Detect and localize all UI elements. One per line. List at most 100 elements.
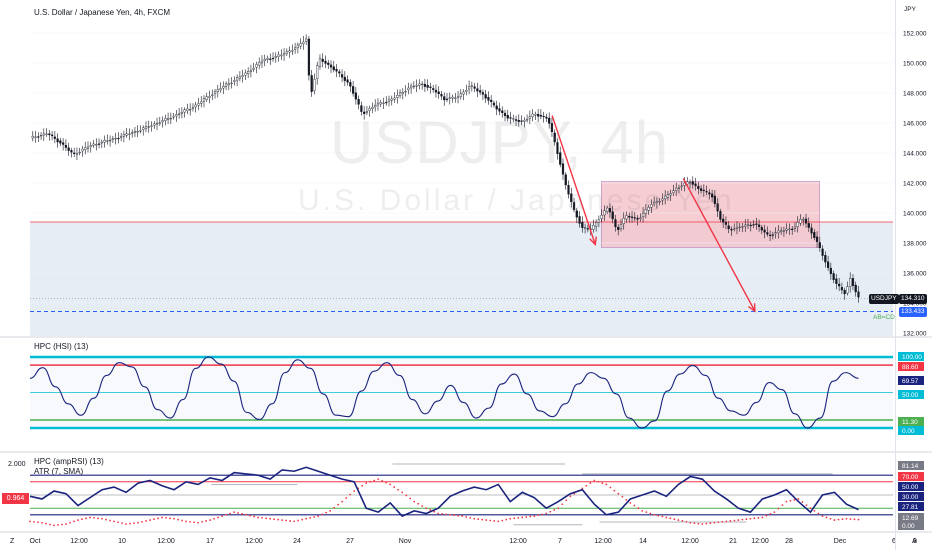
candle-body xyxy=(139,130,142,132)
candle-body xyxy=(92,143,95,146)
atr-dot xyxy=(381,480,384,482)
atr-dot xyxy=(517,516,520,519)
hsi-axis-badge xyxy=(898,426,924,435)
x-tick-label: 27 xyxy=(346,538,354,545)
atr-dot xyxy=(157,517,159,520)
atr-dot xyxy=(489,519,492,522)
atr-dot xyxy=(421,505,424,507)
candle-body xyxy=(633,217,636,219)
candle-body xyxy=(473,86,476,89)
candle-body xyxy=(164,118,167,121)
amprsi-legend[interactable]: HPC (ampRSI) (13) xyxy=(34,457,107,466)
atr-dot xyxy=(249,514,252,517)
atr-dot xyxy=(805,504,808,507)
atr-dot xyxy=(353,490,356,492)
candle-body xyxy=(136,131,139,133)
main-legend[interactable]: U.S. Dollar / Japanese Yen, 4h, FXCM xyxy=(34,8,173,17)
candle-body xyxy=(821,248,824,256)
atr-dot xyxy=(281,519,284,521)
rsi-axis-badge xyxy=(898,521,924,530)
x-tick-label: 9 xyxy=(913,538,917,545)
candle-body xyxy=(595,222,598,227)
candle-body xyxy=(238,76,241,79)
atr-dot xyxy=(769,513,772,515)
atr-dot xyxy=(181,519,183,522)
candle-body xyxy=(84,147,87,150)
atr-dot xyxy=(85,517,87,520)
atr-dot xyxy=(825,516,828,519)
atr-dot xyxy=(133,522,135,525)
candle-body xyxy=(727,225,730,230)
candle-body xyxy=(302,41,305,45)
candle-body xyxy=(357,98,360,105)
candle-body xyxy=(702,189,705,192)
target-price-badge: 133.433 xyxy=(899,307,927,317)
atr-dot xyxy=(169,517,171,520)
candle-body xyxy=(517,119,520,122)
x-tick-label: 12:00 xyxy=(509,538,527,545)
candle-body xyxy=(310,75,313,92)
atr-dot xyxy=(813,509,816,512)
atr-dot xyxy=(761,516,764,519)
atr-dot xyxy=(189,520,191,523)
candle-body xyxy=(31,135,34,139)
atr-dot xyxy=(89,516,91,519)
rsi-axis-badge xyxy=(898,472,924,481)
atr-legend[interactable]: ATR (7, SMA) xyxy=(34,467,86,476)
candle-body xyxy=(606,207,609,212)
rsi-axis-badge xyxy=(898,492,924,501)
x-tick-label: Oct xyxy=(30,538,41,545)
atr-dot xyxy=(185,520,187,523)
candle-body xyxy=(274,56,277,58)
hsi-legend[interactable]: HPC (HSI) (13) xyxy=(34,342,91,351)
atr-dot xyxy=(77,519,79,521)
atr-dot xyxy=(561,503,564,506)
candle-body xyxy=(769,234,772,237)
candle-body xyxy=(746,224,750,226)
atr-dot xyxy=(793,498,796,501)
candle-body xyxy=(829,267,832,274)
candle-body xyxy=(451,96,454,99)
corner-right-label: A xyxy=(912,538,917,545)
zone-pink-range xyxy=(601,181,820,248)
atr-dot xyxy=(293,520,296,523)
candle-body xyxy=(705,191,708,193)
candle-body xyxy=(271,57,275,60)
candle-body xyxy=(570,193,573,203)
atr-dot xyxy=(645,511,648,514)
atr-dot xyxy=(637,507,640,510)
candle-body xyxy=(125,133,128,136)
amprsi-line xyxy=(29,466,859,518)
atr-dot xyxy=(129,522,131,525)
hsi-axis-label: 88.60 xyxy=(902,364,919,371)
candle-body xyxy=(531,113,534,118)
candle-body xyxy=(840,287,844,291)
candle-body xyxy=(282,53,286,56)
candle-body xyxy=(556,142,559,154)
atr-dot xyxy=(53,524,55,527)
atr-dot xyxy=(497,520,500,523)
candle-body xyxy=(194,104,197,108)
atr-dot xyxy=(837,518,840,521)
candle-body xyxy=(683,182,686,186)
candle-body xyxy=(166,118,170,120)
candle-body xyxy=(628,216,631,218)
candle-body xyxy=(404,90,407,93)
candle-body xyxy=(269,58,272,60)
candle-body xyxy=(227,83,230,86)
atr-dot xyxy=(93,516,95,519)
x-tick-label: 12:00 xyxy=(70,538,88,545)
atr-dot xyxy=(29,520,31,523)
rsi-axis-label: 81.14 xyxy=(902,463,919,470)
rsi-axis-badge xyxy=(898,482,924,491)
candle-body xyxy=(122,134,125,137)
candle-body xyxy=(258,62,261,66)
candle-body xyxy=(476,88,479,92)
candle-body xyxy=(327,62,330,65)
candle-body xyxy=(741,226,744,228)
atr-dot xyxy=(345,497,348,499)
atr-dot xyxy=(733,519,736,522)
left-axis-value: 2.000 xyxy=(8,461,26,468)
candle-body xyxy=(774,232,777,234)
